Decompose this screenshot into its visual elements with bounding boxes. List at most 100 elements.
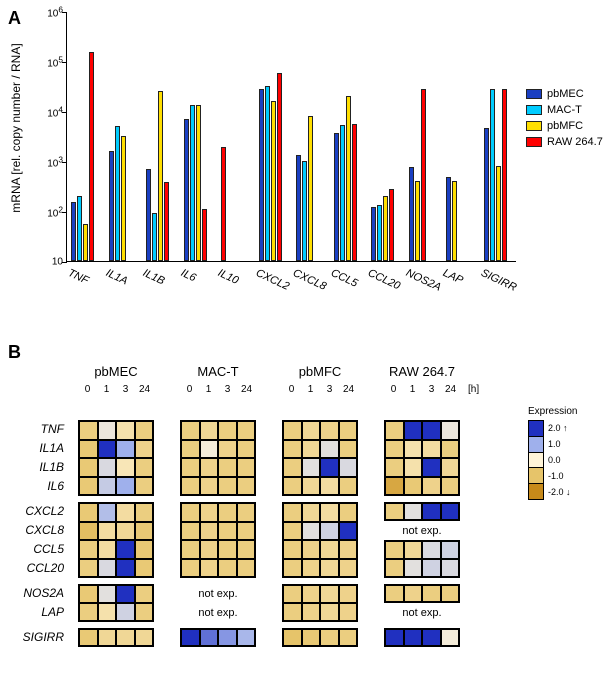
heatmap-cell: [302, 603, 321, 621]
heatmap-cell: [135, 440, 154, 459]
heatmap-cell: [385, 440, 404, 459]
heatmap-cell: [339, 503, 358, 522]
heatmap-cell: [385, 585, 404, 602]
colorscale-seg: [529, 421, 543, 437]
legend-item: pbMEC: [526, 88, 603, 100]
heatmap-cell: [135, 629, 154, 646]
heatmap-cell: [79, 629, 98, 646]
heatmap-cell: [181, 440, 200, 459]
heatmap-cell: [404, 503, 423, 520]
gene-label: CXCL8: [8, 523, 70, 537]
gene-label: IL6: [8, 479, 70, 493]
gene-xlabel: IL6: [178, 267, 197, 284]
colorscale-seg: [529, 453, 543, 469]
heatmap-cell: [404, 421, 423, 440]
heatmap-cell: [422, 559, 441, 577]
bar: [146, 169, 151, 261]
heatmap-cell: [441, 503, 460, 520]
bar: [71, 202, 76, 261]
heatmap-cell: [135, 522, 154, 541]
heatmap-cell: [181, 477, 200, 496]
not-expressed-label: not exp.: [402, 607, 441, 619]
heatmap-cell: [218, 629, 237, 646]
heatmap-cell: [98, 477, 117, 496]
heatmap-block: [384, 502, 460, 521]
heatmap-cell: [98, 503, 117, 522]
gene-label: CCL5: [8, 542, 70, 556]
legend-item: pbMFC: [526, 120, 603, 132]
gene-xlabel: CCL20: [366, 267, 402, 292]
heatmap-cell: [218, 503, 237, 522]
bar: [334, 133, 339, 261]
heatmap-cell: [320, 421, 339, 440]
legend-label: RAW 264.7: [547, 136, 603, 148]
heatmap-cell: [218, 559, 237, 578]
time-label: 1: [308, 384, 314, 395]
heatmap-cell: [135, 585, 154, 603]
heatmap-cell: [302, 559, 321, 578]
legend-item: RAW 264.7: [526, 136, 603, 148]
heatmap-cell: [200, 477, 219, 496]
heatmap-cell: [441, 421, 460, 440]
heatmap-cell: [181, 522, 200, 541]
heatmap-cell: [283, 585, 302, 603]
time-label: 0: [187, 384, 193, 395]
celltype-title: pbMEC: [78, 364, 154, 379]
heatmap-cell: [404, 585, 423, 602]
heatmap-cell: [181, 421, 200, 440]
bar: [121, 136, 126, 261]
heatmap-cell: [98, 421, 117, 440]
bar: [389, 189, 394, 261]
bar: [340, 125, 345, 261]
heatmap-cell: [320, 503, 339, 522]
heatmap-cell: [302, 540, 321, 559]
heatmap-block: [282, 420, 358, 496]
heatmap-cell: [79, 559, 98, 578]
ytick: 10: [52, 257, 63, 268]
not-expressed-label: not exp.: [198, 588, 237, 600]
heatmap-cell: [116, 559, 135, 578]
gene-xlabel: CXCL2: [253, 267, 290, 293]
heatmap-cell: [135, 540, 154, 559]
colorscale-value: 0.0: [548, 452, 571, 468]
heatmap-cell: [441, 629, 460, 646]
bar: [221, 147, 226, 261]
heatmap-cell: [135, 559, 154, 578]
bar: [164, 182, 169, 261]
gene-xlabel: IL1B: [141, 267, 167, 287]
not-expressed-label: not exp.: [402, 525, 441, 537]
heatmap-cell: [302, 458, 321, 477]
bar: [109, 151, 114, 261]
heatmap-cell: [98, 522, 117, 541]
time-label: 24: [445, 384, 456, 395]
gene-xlabel: CCL5: [328, 267, 359, 290]
heatmap-cell: [404, 559, 423, 577]
heatmap-cell: [79, 458, 98, 477]
heatmap-cell: [116, 421, 135, 440]
legend-swatch: [526, 89, 542, 99]
heatmap-cell: [339, 440, 358, 459]
heatmap-cell: [200, 522, 219, 541]
heatmap-cell: [79, 540, 98, 559]
heatmap-cell: [79, 421, 98, 440]
heatmap-cell: [422, 541, 441, 559]
gene-label: IL1A: [8, 441, 70, 455]
heatmap-block: [180, 420, 256, 496]
heatmap-cell: [404, 440, 423, 459]
heatmap-cell: [404, 477, 423, 496]
yaxis-label: mRNA [rel. copy number / RNA]: [9, 43, 23, 212]
heatmap-cell: [283, 421, 302, 440]
time-label: 1: [410, 384, 416, 395]
bar: [190, 105, 195, 261]
heatmap-cell: [320, 522, 339, 541]
heatmap-cell: [200, 559, 219, 578]
heatmap-cell: [441, 440, 460, 459]
heatmap-cell: [339, 629, 358, 646]
bar: [83, 224, 88, 261]
heatmap-cell: [385, 629, 404, 646]
heatmap-cell: [237, 522, 256, 541]
heatmap-cell: [98, 629, 117, 646]
heatmap-cell: [181, 629, 200, 646]
heatmap-cell: [135, 421, 154, 440]
heatmap-cell: [339, 559, 358, 578]
